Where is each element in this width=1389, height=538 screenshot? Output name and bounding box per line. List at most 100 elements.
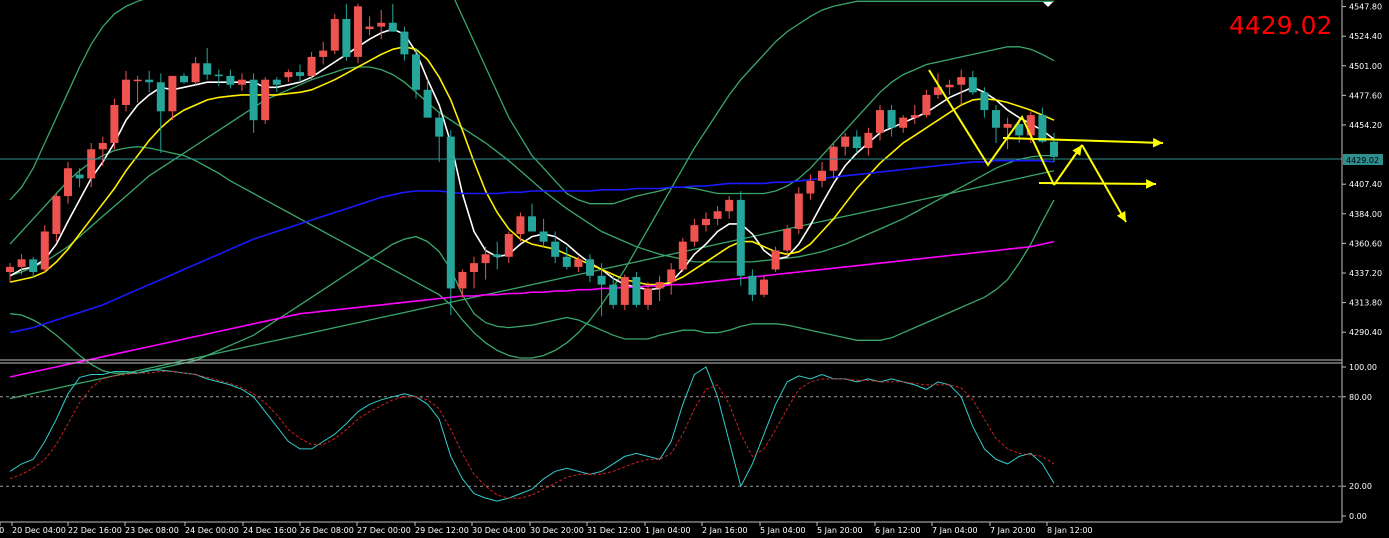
candle-body [272,79,281,85]
candle-body [841,136,850,147]
candle [307,51,316,80]
oscillator-levels [0,396,1342,487]
time-tick-label: 5 Jan 04:00 [760,526,806,535]
time-tick-label: 23 Dec 08:00 [125,526,179,535]
candle [504,231,513,264]
candle [806,174,815,200]
candle-body [493,254,502,257]
candle-body [226,75,235,85]
candle [1038,107,1047,143]
candle-body [957,77,966,85]
candle [296,64,304,83]
price-tick-label: 4477.60 [1349,91,1382,100]
candle [992,104,1000,143]
candle-body [609,284,618,305]
candle [945,79,954,95]
candle-body [516,216,525,235]
candle [887,104,896,137]
candle-body [771,250,780,270]
price-tick-label: 4360.60 [1349,239,1382,248]
candle [725,196,734,219]
candle [620,274,629,310]
candle-body [191,63,200,83]
candle [377,10,386,40]
overlay-line [9,159,1055,334]
candle [922,89,931,118]
candle-body [412,54,420,90]
candle [841,132,850,156]
candle [539,218,548,247]
annotation-zigzag [928,69,1055,186]
candle [145,70,154,93]
candle [122,70,130,112]
candle-body [307,56,316,76]
candle [226,69,235,89]
candle-body [342,18,351,57]
candle-body [52,196,61,235]
price-tick-label: 4407.40 [1349,180,1382,189]
candle-body [620,277,629,305]
candle [702,212,710,232]
candle-body [678,241,687,270]
candle-body [713,211,722,219]
candle [87,142,96,188]
candle-body [597,275,606,285]
candle-body [644,288,652,305]
candle-body [296,72,304,76]
candle [562,246,571,270]
time-tick-label: 20 [0,526,4,535]
candle-body [423,89,432,118]
candle [586,254,594,283]
candle [597,263,606,317]
candle-body [667,269,676,283]
scroll-marker-icon[interactable] [1043,2,1053,7]
candle-body [330,18,339,51]
candle-body [794,193,803,229]
price-tick-label: 4313.80 [1349,299,1382,308]
candle [75,168,84,188]
candle-body [864,132,873,149]
oscillator-line [9,371,1055,499]
annotation-arrowhead [1072,145,1082,156]
candle [29,256,38,279]
candle [180,73,188,84]
price-tick-label: 4290.40 [1349,328,1382,337]
candle [470,256,478,289]
candle-body [6,266,14,272]
price-tick-label: 4337.20 [1349,269,1382,278]
overlay-line [9,45,1055,286]
annotation-line [1002,137,1164,144]
candle-body [261,79,270,121]
candle [272,77,281,93]
candle-body [446,136,455,289]
time-tick-label: 30 Dec 04:00 [472,526,526,535]
candle [910,104,919,124]
candle-body [632,277,641,305]
candle-body [655,282,664,289]
candle [354,3,362,64]
candle [365,16,374,36]
candle [249,73,258,133]
price-tick-label: 4454.20 [1349,121,1382,130]
candle-body [156,82,165,112]
candlesticks [6,3,1058,317]
candle [156,73,165,154]
candle-body [481,254,490,264]
candle-body [458,271,467,289]
candle [678,237,687,272]
candle [551,231,560,264]
candle [968,70,977,95]
annotation-line [1038,182,1157,185]
candle [64,161,72,204]
candle-body [725,199,734,212]
time-tick-label: 24 Dec 16:00 [243,526,297,535]
candle [6,263,14,283]
candle [319,41,328,65]
candle [400,26,409,61]
current-price-display: 4429.02 [1229,11,1332,40]
candle [736,191,745,286]
candle [133,75,142,103]
time-tick-label: 6 Jan 12:00 [875,526,921,535]
candle-body [760,279,768,295]
